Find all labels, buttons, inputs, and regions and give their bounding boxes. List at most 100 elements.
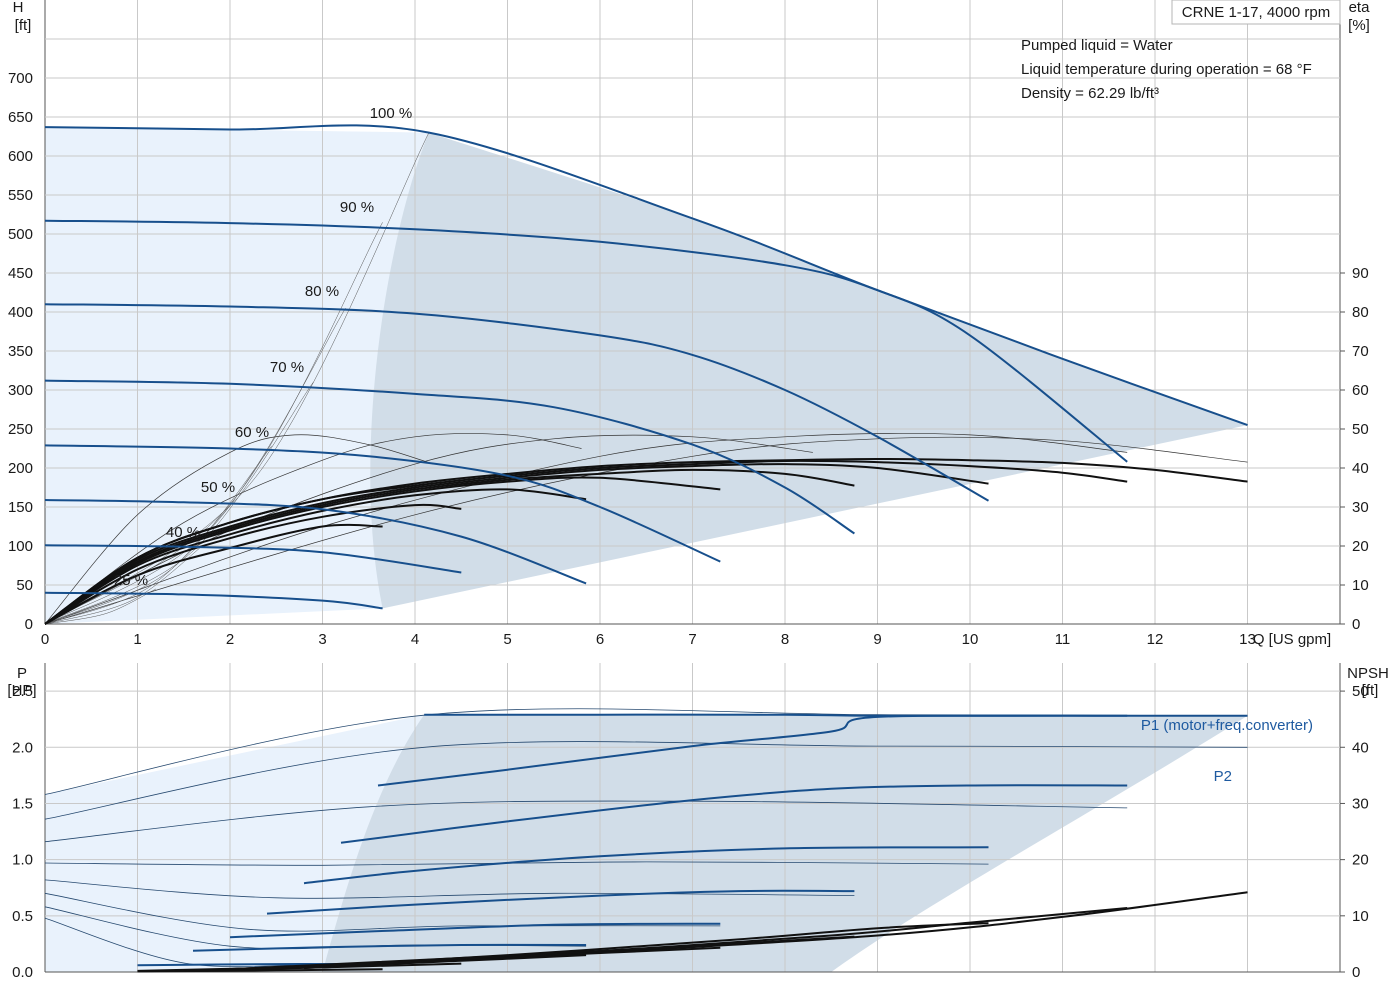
pump-title: CRNE 1-17, 4000 rpm	[1182, 4, 1330, 21]
npsh-axis-unit: [ft]	[1362, 682, 1379, 699]
reference-efficiency-curve	[44, 434, 434, 625]
speed-label-50: 50 %	[201, 479, 235, 496]
p1-curve	[229, 922, 721, 939]
eta-axis-unit: [%]	[1348, 17, 1370, 34]
npsh-curve	[137, 968, 383, 973]
head-panel: 0501001502002503003504004505005506006507…	[8, 0, 1370, 648]
system-curve	[44, 382, 314, 625]
p2-curve	[44, 879, 855, 899]
h-axis-label: H	[13, 0, 24, 16]
q-axis-label: Q [US gpm]	[1253, 631, 1331, 648]
q-tick-label: 5	[503, 631, 511, 648]
operating-range-area	[370, 132, 1248, 609]
q-tick-label: 8	[781, 631, 789, 648]
eta-tick-label: 40	[1352, 460, 1369, 477]
q-tick-label: 3	[318, 631, 326, 648]
h-tick-label: 500	[8, 226, 33, 243]
npsh-tick-label: 10	[1352, 908, 1369, 925]
h-tick-label: 50	[16, 577, 33, 594]
eta-tick-label: 30	[1352, 499, 1369, 516]
p-tick-label: 2.0	[12, 739, 33, 756]
q-tick-label: 6	[596, 631, 604, 648]
h-tick-label: 450	[8, 265, 33, 282]
q-tick-label: 12	[1147, 631, 1164, 648]
h-tick-label: 700	[8, 70, 33, 87]
speed-label-40: 40 %	[166, 524, 200, 541]
p2-series-label: P2	[1214, 768, 1232, 785]
eta-tick-label: 60	[1352, 382, 1369, 399]
npsh-tick-label: 0	[1352, 964, 1360, 981]
head-curve	[44, 444, 721, 563]
p-axis-unit: [HP]	[7, 682, 36, 699]
npsh-tick-label: 40	[1352, 739, 1369, 756]
eta-tick-label: 50	[1352, 421, 1369, 438]
h-tick-label: 200	[8, 460, 33, 477]
npsh-tick-label: 20	[1352, 852, 1369, 869]
eta-tick-label: 90	[1352, 265, 1369, 282]
efficiency-curve	[44, 488, 587, 625]
speed-label-60: 60 %	[235, 424, 269, 441]
q-tick-label: 9	[873, 631, 881, 648]
power-light-area	[45, 714, 425, 972]
system-curve	[44, 307, 346, 625]
eta-tick-label: 20	[1352, 538, 1369, 555]
npsh-tick-label: 50	[1352, 683, 1369, 700]
eta-tick-label: 70	[1352, 343, 1369, 360]
h-tick-label: 0	[25, 616, 33, 633]
eta-tick-label: 10	[1352, 577, 1369, 594]
efficiency-curve	[44, 523, 383, 625]
head-curve	[44, 499, 587, 585]
eta-axis-label: eta	[1349, 0, 1371, 16]
head-curve	[44, 124, 1248, 427]
eta-tick-label: 0	[1352, 616, 1360, 633]
q-tick-label: 7	[688, 631, 696, 648]
q-tick-label: 0	[41, 631, 49, 648]
h-tick-label: 350	[8, 343, 33, 360]
p1-curve	[303, 846, 989, 885]
q-tick-label: 4	[411, 631, 419, 648]
system-curve	[44, 588, 157, 625]
reference-efficiency-curve	[44, 436, 1248, 625]
p-tick-label: 1.5	[12, 795, 33, 812]
head-curve	[44, 379, 855, 535]
q-tick-label: 2	[226, 631, 234, 648]
h-tick-label: 400	[8, 304, 33, 321]
p-tick-label: 1.0	[12, 852, 33, 869]
p2-curve	[44, 800, 1128, 843]
pump-title-box	[1171, 0, 1341, 25]
q-tick-label: 10	[962, 631, 979, 648]
pumped-liquid-text: Pumped liquid = Water	[1021, 37, 1173, 54]
speed-label-25: 25 %	[114, 572, 148, 589]
npsh-axis-label: NPSH	[1347, 665, 1389, 682]
speed-label-100: 100 %	[370, 105, 413, 122]
speed-label-80: 80 %	[305, 283, 339, 300]
p1-curve	[340, 784, 1128, 844]
q-tick-label: 11	[1055, 631, 1071, 648]
liquid-temperature-text: Liquid temperature during operation = 68…	[1021, 61, 1312, 78]
p2-curve	[44, 892, 721, 932]
reference-efficiency-curve	[44, 433, 1128, 625]
p1-curve	[192, 943, 587, 952]
efficiency-curve	[44, 476, 721, 625]
npsh-tick-label: 30	[1352, 795, 1369, 812]
p-tick-label: 2.5	[12, 683, 33, 700]
h-tick-label: 300	[8, 382, 33, 399]
p1-series-label: P1 (motor+freq.converter)	[1141, 717, 1313, 734]
p1-curve	[377, 714, 1128, 787]
h-tick-label: 250	[8, 421, 33, 438]
p1-curve	[266, 889, 855, 915]
h-axis-unit: [ft]	[15, 17, 32, 34]
h-tick-label: 100	[8, 538, 33, 555]
h-tick-label: 550	[8, 187, 33, 204]
efficiency-curve	[44, 459, 1128, 625]
operating-range-light-area	[45, 127, 429, 624]
p-tick-label: 0.0	[12, 964, 33, 981]
p2-curve	[44, 741, 1248, 820]
head-curve	[44, 591, 383, 610]
speed-label-70: 70 %	[270, 359, 304, 376]
eta-tick-label: 80	[1352, 304, 1369, 321]
efficiency-curve	[44, 463, 989, 625]
speed-label-90: 90 %	[340, 199, 374, 216]
reference-efficiency-curve	[44, 433, 582, 625]
